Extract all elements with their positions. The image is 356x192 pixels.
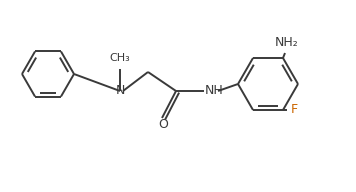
Text: F: F [291,103,298,117]
Text: CH₃: CH₃ [110,53,130,63]
Text: NH: NH [205,84,224,98]
Text: O: O [158,118,168,132]
Text: NH₂: NH₂ [275,36,299,49]
Text: N: N [115,84,125,98]
